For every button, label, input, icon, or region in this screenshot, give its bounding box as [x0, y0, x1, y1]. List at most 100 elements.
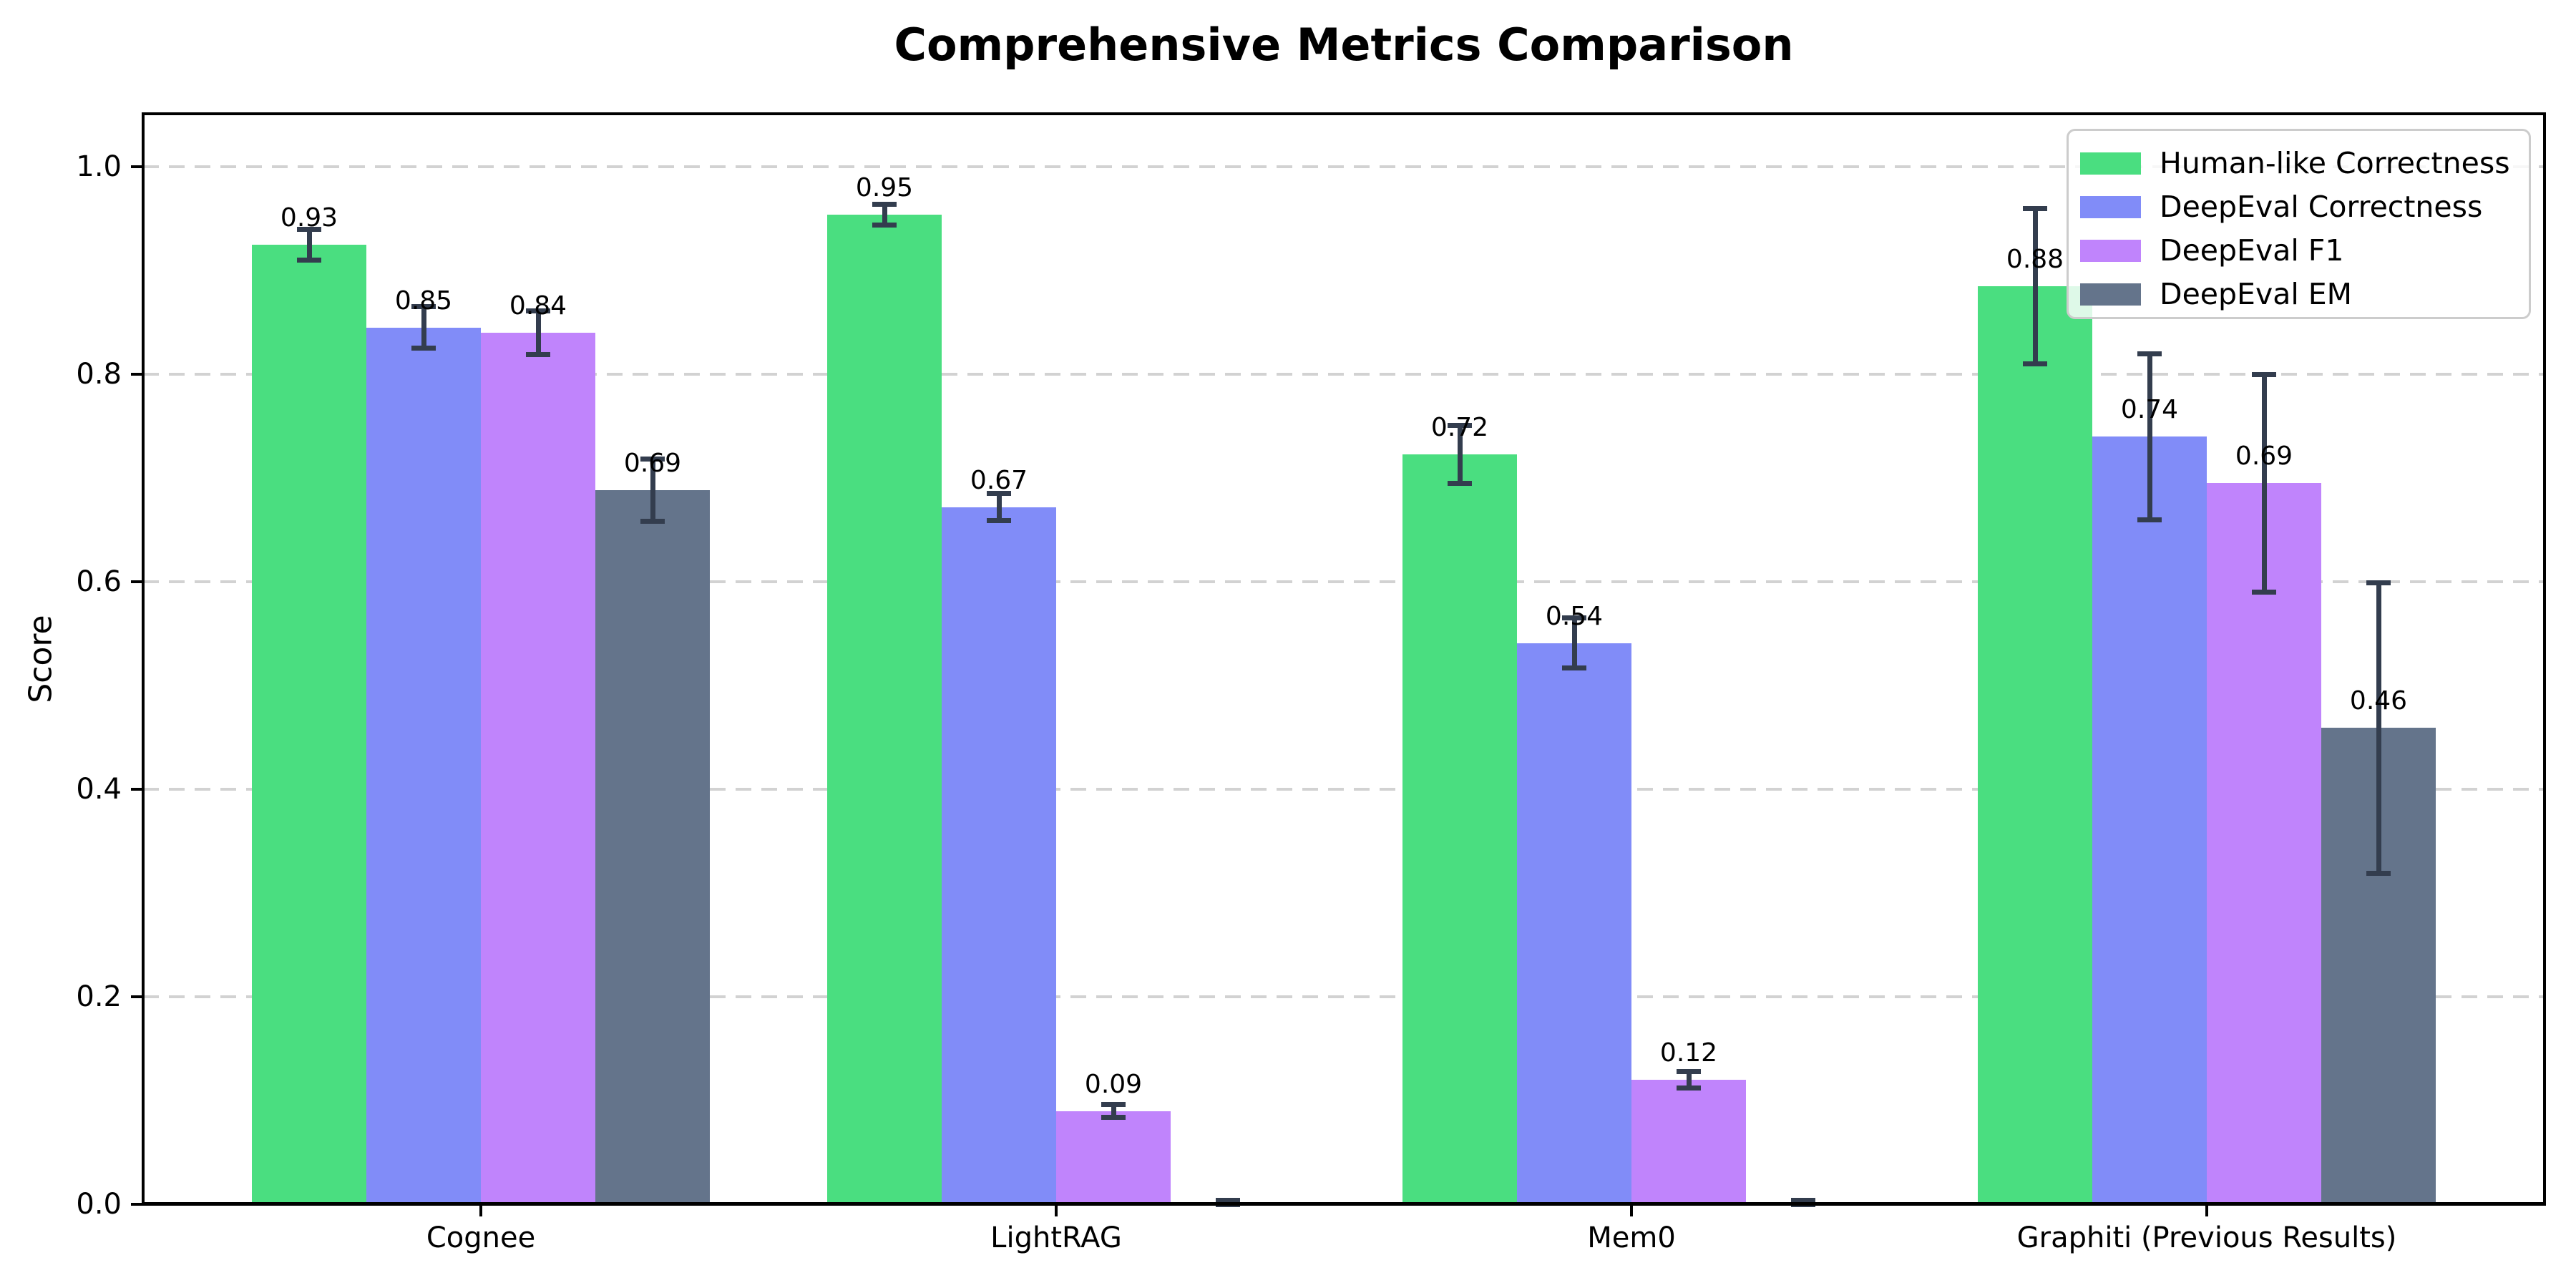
error-bar [996, 493, 1002, 521]
y-tick [131, 788, 143, 791]
error-bar-cap [872, 201, 897, 207]
error-bar-cap [640, 457, 665, 462]
bar-value-label: 0.95 [855, 172, 914, 203]
bar [942, 507, 1056, 1204]
bar-value-label: 0.72 [1430, 412, 1489, 442]
bar [1402, 454, 1517, 1204]
error-bar-cap [2137, 351, 2162, 356]
axis-spine-left [142, 112, 145, 1206]
legend: Human-like Correctness DeepEval Correctne… [2067, 129, 2531, 319]
error-bar-cap [987, 491, 1011, 497]
error-bar-cap [297, 226, 321, 232]
gridline [143, 580, 2545, 583]
error-bar-cap [1791, 1197, 1815, 1203]
bar [827, 214, 942, 1204]
x-tick [2205, 1204, 2208, 1216]
y-tick [131, 580, 143, 583]
bar [2092, 436, 2207, 1204]
y-axis-label: Score [22, 615, 59, 703]
error-bar-cap [1448, 422, 1472, 428]
bar [366, 327, 481, 1204]
legend-label: DeepEval EM [2160, 276, 2353, 311]
error-bar [882, 204, 887, 225]
legend-label: Human-like Correctness [2160, 145, 2510, 180]
bar-value-label: 0.84 [509, 291, 567, 321]
axis-spine-right [2543, 112, 2546, 1206]
error-bar-cap [411, 346, 436, 351]
bar [1631, 1080, 1746, 1204]
y-tick [131, 165, 143, 168]
error-bar [535, 311, 541, 355]
error-bar-cap [872, 222, 897, 228]
error-bar [2032, 208, 2038, 364]
x-tick [1630, 1204, 1633, 1216]
error-bar [1457, 425, 1463, 484]
y-tick [131, 1203, 143, 1206]
y-tick-label: 0.8 [76, 358, 122, 391]
bar [1978, 286, 2092, 1204]
legend-row: DeepEval F1 [2080, 230, 2529, 271]
legend-label: DeepEval F1 [2160, 233, 2344, 268]
error-bar-cap [2137, 517, 2162, 522]
error-bar-cap [1216, 1197, 1240, 1203]
bar-value-label: 0.93 [280, 203, 338, 233]
error-bar-cap [526, 308, 550, 314]
error-bar-cap [1562, 665, 1586, 670]
x-tick-label: Graphiti (Previous Results) [2016, 1221, 2397, 1254]
x-tick-label: Mem0 [1587, 1221, 1676, 1254]
bar [2207, 483, 2321, 1204]
legend-swatch [2080, 195, 2141, 218]
error-bar [306, 229, 312, 260]
error-bar-cap [2366, 580, 2391, 585]
legend-row: Human-like Correctness [2080, 142, 2529, 184]
legend-swatch [2080, 152, 2141, 175]
gridline [143, 995, 2545, 998]
y-tick [131, 373, 143, 376]
bar-value-label: 0.69 [623, 449, 682, 479]
gridline [143, 373, 2545, 376]
bar-value-label: 0.12 [1659, 1038, 1718, 1068]
y-tick-label: 1.0 [76, 150, 122, 183]
bar-value-label: 0.85 [394, 286, 453, 316]
legend-label: DeepEval Correctness [2160, 189, 2483, 224]
plot-area: 0.0 0.2 0.4 0.6 0.8 1.0 Cognee LightRAG Mem0 Grap… [76, 112, 2546, 1254]
error-bar-cap [2366, 870, 2391, 876]
bar [1517, 643, 1631, 1204]
bar-value-label: 0.88 [2006, 244, 2064, 274]
x-tick [1055, 1204, 1058, 1216]
error-bar [1686, 1071, 1692, 1088]
error-bar-cap [2252, 590, 2276, 595]
y-tick-label: 0.6 [76, 565, 122, 598]
bar-value-label: 0.67 [970, 465, 1028, 495]
error-bar-cap [1448, 480, 1472, 486]
chart-title: Comprehensive Metrics Comparison [894, 19, 1794, 71]
axis-spine-top [143, 112, 2545, 115]
error-bar [1571, 618, 1577, 668]
bar [481, 333, 595, 1204]
gridline [143, 788, 2545, 791]
legend-swatch [2080, 239, 2141, 262]
bar [1056, 1111, 1171, 1204]
error-bar [650, 459, 655, 522]
error-bar-cap [1101, 1114, 1126, 1120]
bar [595, 490, 710, 1204]
error-bar-cap [1101, 1102, 1126, 1108]
error-bar-cap [1677, 1068, 1701, 1074]
gridline [143, 165, 2545, 168]
bar-value-label: 0.69 [2235, 441, 2293, 472]
legend-row: DeepEval Correctness [2080, 186, 2529, 228]
error-bar-cap [1562, 615, 1586, 621]
error-bar-cap [2023, 205, 2047, 211]
error-bar-cap [640, 519, 665, 525]
error-bar [1111, 1104, 1116, 1118]
bar-value-label: 0.74 [2120, 395, 2179, 424]
error-bar-cap [526, 351, 550, 357]
y-tick [131, 995, 143, 998]
x-tick-label: Cognee [426, 1221, 536, 1254]
error-bar-cap [1677, 1085, 1701, 1091]
bar [252, 244, 366, 1204]
error-bar-cap [2023, 361, 2047, 366]
x-tick [479, 1204, 482, 1216]
error-bar [2147, 353, 2152, 519]
